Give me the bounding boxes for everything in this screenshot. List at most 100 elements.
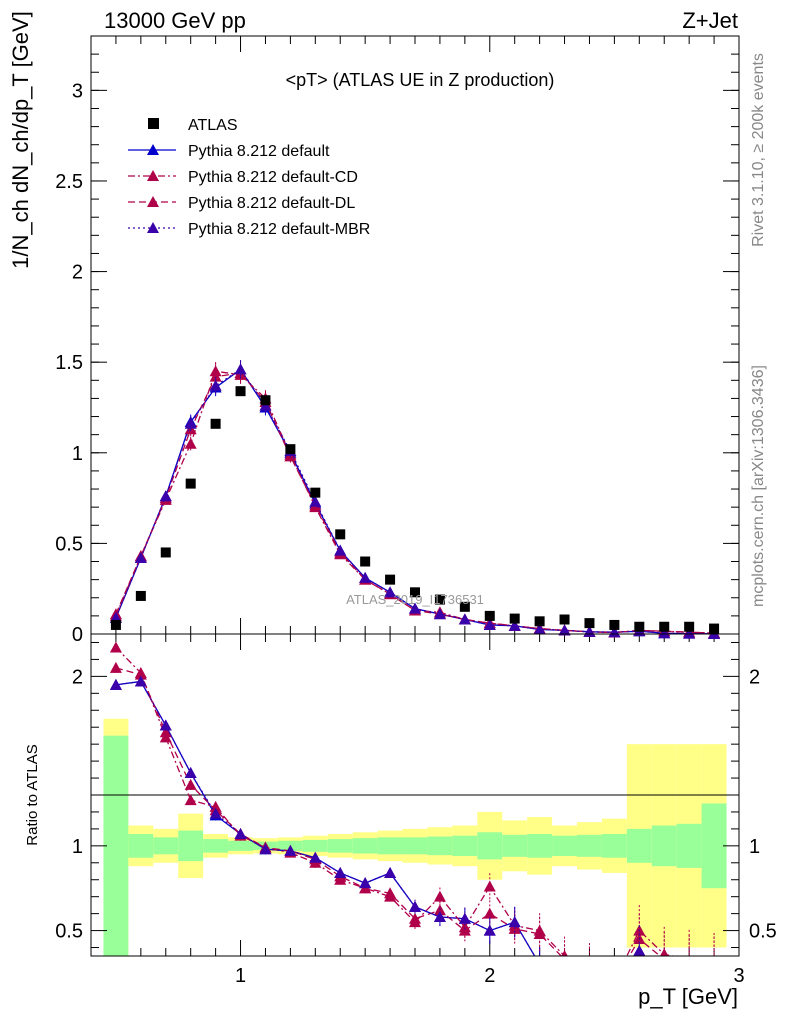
legend-marker [148, 118, 159, 129]
legend-label: Pythia 8.212 default-CD [188, 169, 358, 186]
ylabel-ratio: Ratio to ATLAS [24, 744, 41, 845]
data-point [210, 418, 221, 429]
data-point [184, 417, 197, 429]
data-point [609, 619, 620, 630]
data-point [508, 619, 521, 631]
data-point [360, 556, 371, 567]
data-point [634, 621, 645, 632]
ratio-point [109, 661, 122, 673]
data-point [184, 437, 197, 449]
band-green [626, 828, 652, 863]
legend-label: Pythia 8.212 default-DL [188, 195, 355, 212]
data-point [185, 478, 196, 489]
ratio-line [115, 647, 676, 956]
data-point [484, 610, 495, 621]
ratio-point [483, 924, 496, 936]
data-point [234, 363, 247, 375]
legend-entry: Pythia 8.212 default [128, 143, 330, 160]
ylabel-main: 1/N_ch dN_ch/dp_T [GeV] [8, 11, 33, 269]
band-green [477, 832, 503, 860]
main-panel: 0 0.5 1 1.5 2 2.5 3 1 2 3 ATLAS_2019_I1736531 <pT… [55, 35, 745, 987]
band-green [302, 839, 328, 852]
band-green [178, 830, 204, 862]
y-tick-label: 3 [72, 80, 83, 102]
ratio-point [209, 807, 222, 819]
xlabel: p_T [GeV] [638, 984, 738, 1009]
ratio-point [384, 866, 397, 878]
series-atlas [110, 386, 720, 634]
ratio-y-tick-label-right: 1 [749, 836, 760, 858]
rivet-note: Rivet 3.1.10, ≥ 200k events [750, 53, 767, 247]
data-point [134, 551, 147, 563]
data-point [709, 623, 720, 634]
ratio-point [284, 844, 297, 856]
band-green [203, 839, 229, 853]
ratio-point [159, 726, 172, 738]
legend-marker [147, 170, 159, 181]
ratio-point [309, 851, 322, 863]
ratio-point [508, 916, 521, 928]
ratio-point [184, 766, 197, 778]
ratio-axis-ticks: 0.5 0.5 1 1 2 2 [55, 641, 777, 949]
ratio-uncertainty-bands [103, 718, 727, 956]
legend-label: Pythia 8.212 default [188, 143, 330, 160]
y-tick-label: 2.5 [55, 171, 83, 193]
data-point [509, 613, 520, 624]
band-green [502, 834, 528, 857]
y-tick-label: 1 [72, 443, 83, 465]
x-tick-label: 3 [733, 965, 744, 987]
legend-label: Pythia 8.212 default-MBR [188, 221, 370, 238]
data-point [334, 544, 347, 556]
ratio-point [384, 887, 397, 899]
data-point [683, 627, 696, 639]
band-green [452, 835, 478, 857]
x-tick-label: 1 [235, 965, 246, 987]
ratio-point [433, 911, 446, 923]
data-point [410, 587, 420, 598]
ratio-point [359, 877, 372, 889]
ratio-point [483, 880, 496, 892]
band-green [153, 837, 179, 855]
data-point [285, 444, 296, 455]
data-point [209, 379, 222, 391]
data-point [584, 618, 595, 629]
ratio-y-tick-label: 1 [72, 836, 83, 858]
data-point [533, 623, 546, 635]
ratio-point [109, 641, 122, 653]
ratio-point [458, 912, 471, 924]
legend-entry: Pythia 8.212 default-DL [128, 195, 355, 212]
band-green [527, 833, 553, 858]
data-point [534, 616, 545, 627]
ratio-y-tick-label: 2 [72, 666, 83, 688]
ratio-y-tick-label-right: 0.5 [749, 921, 777, 943]
band-green [228, 840, 253, 851]
data-point [209, 370, 222, 382]
data-point [483, 618, 496, 630]
data-point [160, 547, 171, 558]
data-point [309, 495, 322, 507]
ratio-point [458, 924, 471, 936]
ratio-point [159, 719, 172, 731]
x-tick-label: 2 [484, 965, 495, 987]
watermark: ATLAS_2019_I1736531 [346, 592, 484, 607]
data-point [559, 614, 570, 625]
data-point [458, 613, 471, 625]
ratio-point [184, 794, 197, 806]
data-point [433, 608, 446, 620]
ratio-point [533, 927, 546, 939]
band-green [103, 735, 129, 956]
legend-entry: ATLAS [148, 117, 238, 134]
mcplots-note: mcplots.cern.ch [arXiv:1306.3436] [750, 365, 767, 607]
energy-label: 13000 GeV pp [104, 8, 246, 33]
ratio-data [109, 641, 715, 956]
data-point [335, 529, 346, 540]
data-point [384, 586, 397, 598]
y-tick-label: 2 [72, 262, 83, 284]
band-green [352, 838, 378, 854]
band-green [577, 834, 602, 857]
legend: ATLAS Pythia 8.212 default Pythia 8.212 de… [128, 117, 370, 238]
legend-entry: Pythia 8.212 default-MBR [128, 221, 370, 238]
ratio-series-pythia-8-212-default-mbr [109, 675, 646, 956]
band-green [128, 833, 154, 858]
